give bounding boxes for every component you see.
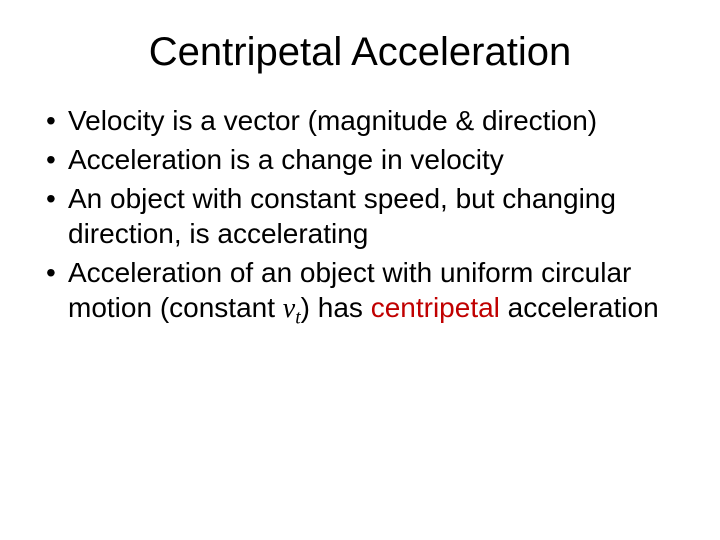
slide: Centripetal Acceleration Velocity is a v… (0, 0, 720, 540)
bullet-item: Acceleration of an object with uniform c… (40, 255, 680, 331)
bullet-text: Velocity is a vector (magnitude & direct… (68, 105, 597, 136)
bullet-list: Velocity is a vector (magnitude & direct… (40, 103, 680, 331)
vt-symbol: vt (283, 293, 301, 324)
vt-base: v (283, 293, 295, 324)
emphasis-word: centripetal (371, 292, 500, 323)
bullet-item: Acceleration is a change in velocity (40, 142, 680, 177)
bullet-text-suffix: acceleration (500, 292, 659, 323)
bullet-text: An object with constant speed, but chang… (68, 183, 616, 249)
bullet-text-mid: ) has (301, 292, 371, 323)
bullet-item: Velocity is a vector (magnitude & direct… (40, 103, 680, 138)
bullet-text: Acceleration is a change in velocity (68, 144, 504, 175)
slide-title: Centripetal Acceleration (40, 30, 680, 75)
bullet-item: An object with constant speed, but chang… (40, 181, 680, 251)
